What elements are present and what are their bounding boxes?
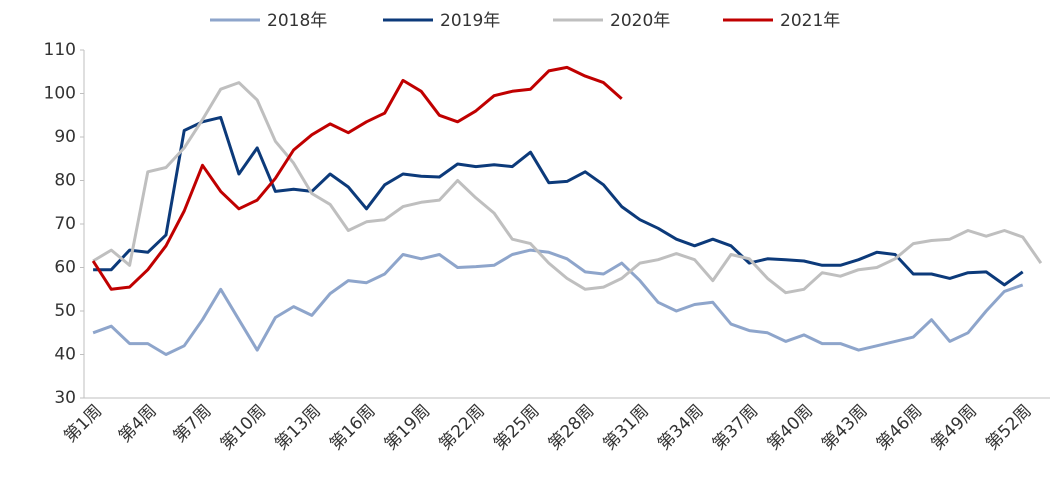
x-tick-label: 第4周 [115,401,161,447]
series-line [92,81,1043,295]
x-tick-label: 第10周 [217,401,270,454]
x-tick-label: 第22周 [435,401,488,454]
x-tick-label: 第34周 [654,401,707,454]
x-tick-label: 第7周 [170,401,216,447]
y-tick-label: 90 [54,127,76,147]
y-tick-label: 60 [54,258,76,278]
y-tick-label: 110 [44,40,76,60]
x-tick-label: 第13周 [271,401,324,454]
y-tick-label: 80 [54,171,76,191]
legend-label: 2021年 [780,11,840,31]
y-tick-label: 40 [54,345,76,365]
x-tick-label: 第46周 [873,401,926,454]
x-tick-label: 第31周 [599,401,652,454]
x-tick-label: 第28周 [545,401,598,454]
x-tick-label: 第25周 [490,401,543,454]
y-tick-label: 100 [44,84,76,104]
x-tick-label: 第52周 [982,401,1035,454]
legend-label: 2020年 [610,11,670,31]
x-tick-label: 第16周 [326,401,379,454]
series-line [92,248,1024,356]
series-line [91,65,623,291]
y-tick-label: 50 [54,301,76,321]
legend-label: 2018年 [267,11,327,31]
legend-label: 2019年 [440,11,500,31]
y-tick-label: 70 [54,214,76,234]
series-line [93,115,1024,287]
x-tick-label: 第43周 [818,401,871,454]
x-tick-label: 第37周 [709,401,762,454]
x-tick-label: 第19周 [381,401,434,454]
x-tick-label: 第49周 [928,401,981,454]
y-tick-label: 30 [54,388,76,408]
x-tick-label: 第40周 [764,401,817,454]
